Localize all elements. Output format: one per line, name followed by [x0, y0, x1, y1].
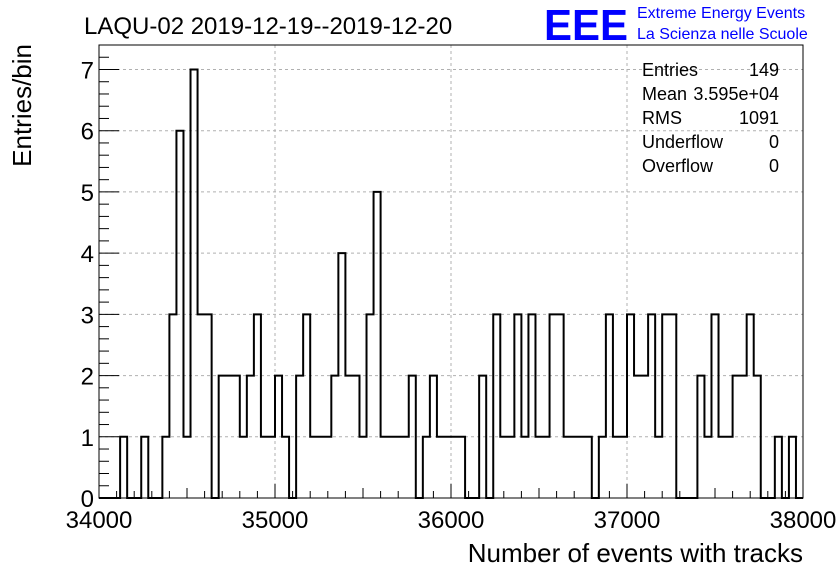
- y-tick-label: 2: [81, 364, 94, 391]
- statistics-box: Entries 149 Mean 3.595e+04 RMS 1091 Underflow 0…: [642, 60, 779, 176]
- chart-title: LAQU-02 2019-12-19--2019-12-20: [84, 13, 452, 40]
- stats-label: Mean: [642, 84, 687, 104]
- stats-value: 0: [769, 156, 779, 176]
- eee-logo: EEE Extreme Energy Events La Scienza nel…: [544, 1, 808, 50]
- y-tick-label: 0: [81, 486, 94, 513]
- stats-value: 3.595e+04: [693, 84, 779, 104]
- y-axis-tick-labels: 0 1 2 3 4 5 6 7: [81, 57, 94, 513]
- y-tick-label: 6: [81, 119, 94, 146]
- y-tick-label: 4: [81, 241, 94, 268]
- x-axis-tick-labels: 34000 35000 36000 37000 38000: [66, 507, 836, 534]
- y-axis-label: Entries/bin: [7, 44, 37, 167]
- eee-logo-line2: La Scienza nelle Scuole: [637, 26, 808, 43]
- x-axis-label: Number of events with tracks: [468, 538, 803, 568]
- x-tick-label: 36000: [418, 507, 485, 534]
- stats-label: Underflow: [642, 132, 724, 152]
- x-tick-label: 37000: [594, 507, 661, 534]
- stats-label: RMS: [642, 108, 682, 128]
- stats-value: 0: [769, 132, 779, 152]
- eee-logo-line1: Extreme Energy Events: [637, 5, 805, 22]
- eee-logo-mark: EEE: [544, 1, 628, 50]
- x-tick-label: 38000: [770, 507, 836, 534]
- y-tick-label: 3: [81, 302, 94, 329]
- stats-value: 149: [749, 60, 779, 80]
- stats-value: 1091: [739, 108, 779, 128]
- y-tick-label: 5: [81, 180, 94, 207]
- stats-label: Entries: [642, 60, 698, 80]
- x-tick-label: 34000: [66, 507, 133, 534]
- axis-ticks: [98, 56, 804, 499]
- y-tick-label: 7: [81, 57, 94, 84]
- y-tick-label: 1: [81, 425, 94, 452]
- x-tick-label: 35000: [242, 507, 309, 534]
- stats-label: Overflow: [642, 156, 714, 176]
